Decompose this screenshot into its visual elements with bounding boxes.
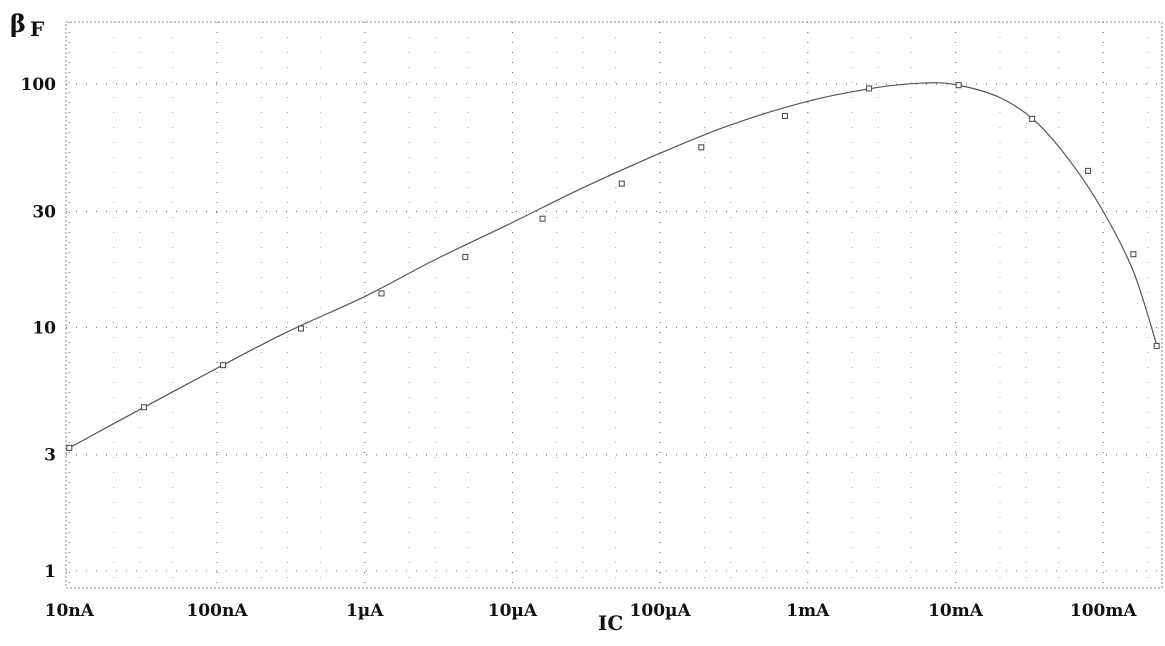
y-tick-label: 1 — [44, 562, 56, 582]
x-tick-label: 10µA — [488, 601, 538, 621]
data-point-marker — [698, 144, 705, 151]
y-tick-label: 10 — [32, 318, 56, 338]
data-point-marker — [140, 404, 147, 411]
data-point-marker — [866, 85, 873, 92]
data-point-marker — [220, 362, 227, 369]
data-point-marker — [462, 253, 469, 260]
series-markers — [66, 82, 1160, 451]
x-tick-label: 100µA — [630, 601, 692, 621]
y-tick-label: 100 — [21, 75, 57, 95]
x-tick-label: 100mA — [1070, 601, 1137, 621]
x-tick-labels: 10nA 100nA 1µA 10µA 100µA 1mA 10mA 100mA — [45, 601, 1138, 621]
x-tick-label: 1mA — [786, 601, 830, 621]
y-tick-label: 30 — [32, 202, 56, 222]
y-axis-subscript: F — [30, 17, 44, 41]
data-point-marker — [66, 444, 73, 451]
x-tick-label: 1µA — [346, 601, 384, 621]
data-point-marker — [378, 290, 385, 297]
data-point-marker — [1153, 342, 1160, 349]
y-tick-labels: 1 3 10 30 100 — [21, 75, 57, 582]
data-point-marker — [781, 112, 788, 119]
x-tick-label: 10nA — [45, 601, 95, 621]
data-point-marker — [1130, 251, 1137, 258]
data-point-marker — [618, 180, 625, 187]
x-axis-title: IC — [598, 611, 623, 635]
data-point-marker — [1029, 115, 1036, 122]
x-tick-label: 10mA — [928, 601, 984, 621]
data-point-marker — [955, 82, 962, 89]
series-line — [69, 82, 1158, 449]
data-point-marker — [539, 215, 546, 222]
x-tick-label: 100nA — [186, 601, 248, 621]
y-tick-label: 3 — [44, 446, 56, 466]
plot-frame — [65, 21, 1163, 589]
data-point-marker — [297, 325, 304, 332]
data-point-marker — [1085, 167, 1092, 174]
grid — [66, 22, 1162, 588]
y-axis-symbol: β — [10, 9, 26, 38]
